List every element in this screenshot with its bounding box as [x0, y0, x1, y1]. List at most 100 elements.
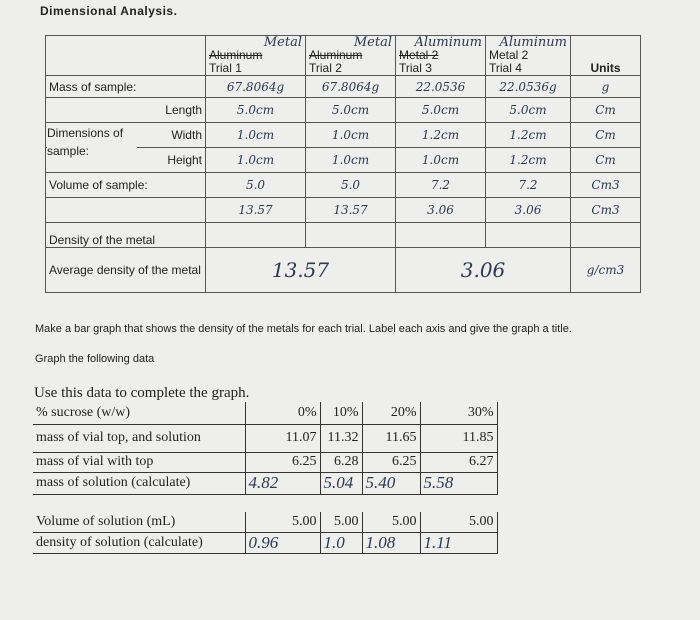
cell [33, 494, 497, 512]
value-cell: 5.0cm [485, 97, 571, 123]
cell [485, 222, 571, 248]
value-cell: 5.0cm [395, 97, 486, 123]
title: Dimensional Analysis. [40, 4, 178, 18]
value-cell: 1.0cm [205, 147, 306, 173]
cell [205, 222, 306, 248]
value-cell: 6.27 [420, 452, 498, 473]
value-cell: 6.25 [245, 452, 321, 473]
value-cell: 0.96 [245, 532, 321, 554]
dimensions-label: Dimensions of sample: [47, 124, 137, 160]
row-label: density of solution (calculate) [33, 532, 246, 554]
value-cell: 0% [245, 402, 321, 425]
label: Metal 2 [489, 48, 529, 62]
cell [305, 222, 396, 248]
value-cell: 30% [420, 402, 498, 425]
value-cell: 1.0cm [305, 122, 396, 148]
value-cell: 6.28 [320, 452, 363, 473]
average-row: Average density of the metal 13.57 3.06 g/c… [45, 247, 641, 293]
row-label: mass of vial top, and solution [33, 424, 246, 453]
value-cell: 13.57 [205, 197, 306, 223]
value-cell: 1.0 [320, 532, 363, 554]
value-cell: 5.00 [420, 512, 498, 533]
struck-label: Metal 2 [399, 48, 439, 62]
note: Aluminum [414, 35, 482, 50]
value-cell: 22.0536g [485, 75, 571, 98]
row-label: Length [45, 97, 206, 123]
note: Metal [263, 35, 302, 50]
header-cell: Aluminum Metal 2 Trial 3 [395, 35, 486, 76]
row: mass of vial with top 6.25 6.28 6.25 6.27 [33, 452, 498, 473]
header-row: Metal Aluminum Trial 1 Metal Aluminum Trial 2… [45, 35, 641, 76]
unit-cell: Cm [570, 122, 641, 148]
value-cell: 5.0cm [205, 97, 306, 123]
value-cell: 1.0cm [305, 147, 396, 173]
value-cell: 1.0cm [205, 122, 306, 148]
value-cell: 1.2cm [395, 122, 486, 148]
row: Length 5.0cm 5.0cm 5.0cm 5.0cm Cm [45, 97, 641, 123]
value-cell: 7.2 [485, 172, 571, 198]
trial: Trial 2 [309, 61, 342, 75]
value-cell: 11.85 [420, 424, 498, 453]
row-label [45, 197, 206, 223]
value-cell: 4.82 [245, 472, 321, 495]
value-cell: 5.40 [362, 472, 421, 495]
cell [570, 222, 641, 248]
row: Volume of sample: 5.0 5.0 7.2 7.2 Cm3 [45, 172, 641, 198]
instruction: Graph the following data [35, 353, 155, 365]
header-cell: Metal Aluminum Trial 1 [205, 35, 306, 76]
row: density of solution (calculate) 0.96 1.0 1.… [33, 532, 498, 554]
value-cell: 3.06 [485, 197, 571, 223]
row: 13.57 13.57 3.06 3.06 Cm3 [45, 197, 641, 223]
value-cell: 20% [362, 402, 421, 425]
value-cell: 5.0cm [305, 97, 396, 123]
value-cell: 5.0 [305, 172, 396, 198]
value-cell: 5.00 [245, 512, 321, 533]
units-header: Units [570, 35, 641, 76]
value-cell: 11.32 [320, 424, 363, 453]
row-label: % sucrose (w/w) [33, 402, 246, 425]
spacer-row [33, 494, 497, 512]
value-cell: 3.06 [395, 197, 486, 223]
header-cell: Metal Aluminum Trial 2 [305, 35, 396, 76]
row-label: Density of the metal [45, 222, 206, 248]
value-cell: 1.0cm [395, 147, 486, 173]
metal-table: Metal Aluminum Trial 1 Metal Aluminum Trial 2… [45, 35, 641, 293]
row: mass of solution (calculate) 4.82 5.04 5.40… [33, 472, 498, 495]
row: Width 1.0cm 1.0cm 1.2cm 1.2cm Cm [45, 122, 641, 148]
row-label: Mass of sample: [45, 75, 206, 98]
value-cell: 1.2cm [485, 147, 571, 173]
cell [395, 222, 486, 248]
value-cell: 5.00 [362, 512, 421, 533]
value-cell: 1.08 [362, 532, 421, 554]
unit-cell: g [570, 75, 641, 98]
caption: Use this data to complete the graph. [34, 385, 250, 401]
header-cell: Aluminum Metal 2 Trial 4 [485, 35, 571, 76]
value-cell: 1.2cm [485, 122, 571, 148]
row: Height 1.0cm 1.0cm 1.0cm 1.2cm Cm [45, 147, 641, 173]
row-label: Volume of solution (mL) [33, 512, 246, 533]
row-label: Average density of the metal [45, 247, 206, 293]
unit-cell: Cm3 [570, 172, 641, 198]
note: Metal [353, 35, 392, 50]
average-unit: g/cm3 [570, 247, 641, 293]
average-value: 3.06 [395, 247, 571, 293]
value-cell: 5.0 [205, 172, 306, 198]
unit-cell: Cm [570, 97, 641, 123]
value-cell: 11.07 [245, 424, 321, 453]
sucrose-table: % sucrose (w/w) 0% 10% 20% 30% mass of vial t… [33, 402, 498, 554]
value-cell: 1.11 [420, 532, 498, 554]
instruction: Make a bar graph that shows the density … [35, 323, 572, 335]
row: Mass of sample: 67.8064g 67.8064g 22.0536 22… [45, 75, 641, 98]
struck-label: Aluminum [209, 48, 263, 62]
value-cell: 10% [320, 402, 363, 425]
value-cell: 5.04 [320, 472, 363, 495]
trial: Trial 4 [489, 61, 522, 75]
row-label: mass of vial with top [33, 452, 246, 473]
value-cell: 22.0536 [395, 75, 486, 98]
row: mass of vial top, and solution 11.07 11.32… [33, 424, 498, 453]
trial: Trial 1 [209, 61, 242, 75]
row-label: Volume of sample: [45, 172, 206, 198]
value-cell: 13.57 [305, 197, 396, 223]
value-cell: 5.58 [420, 472, 498, 495]
